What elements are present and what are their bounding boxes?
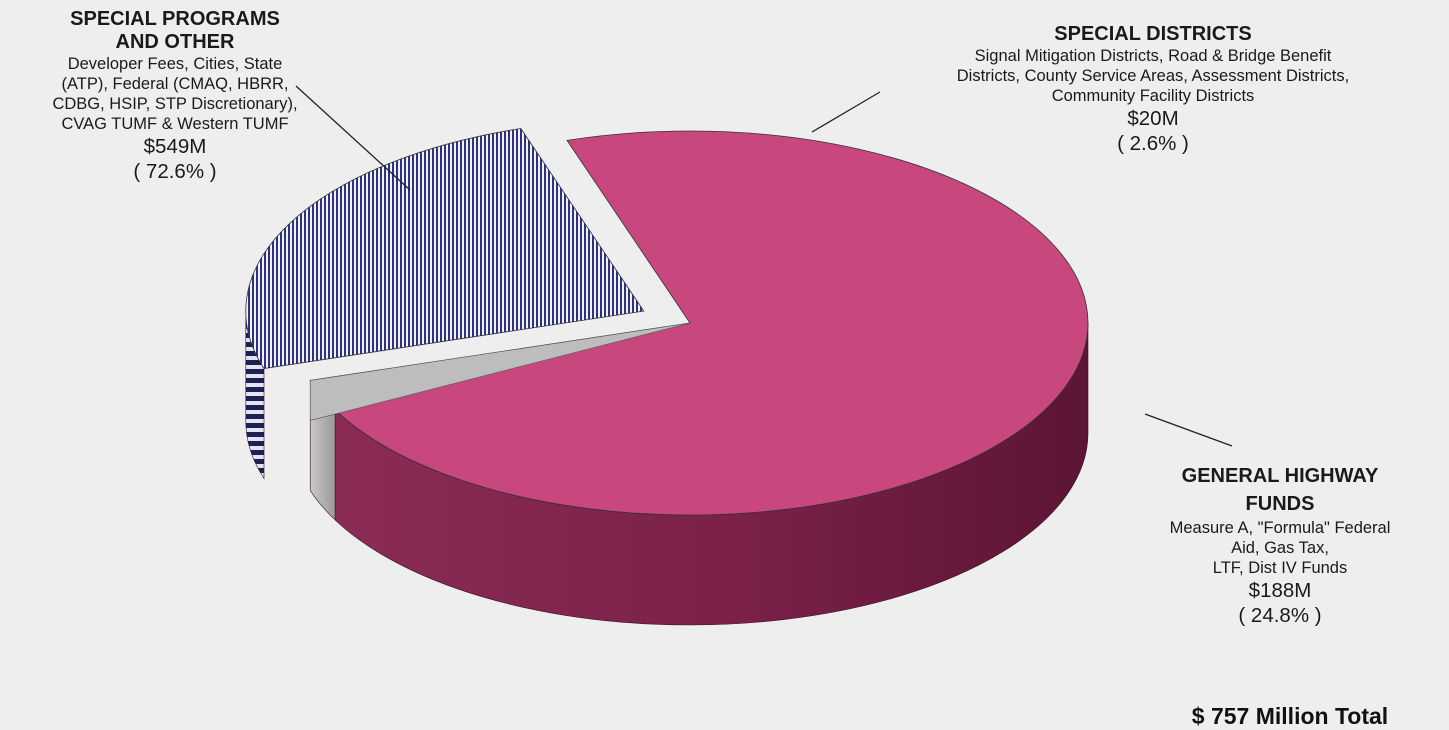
leader-line-general-highway — [1144, 413, 1233, 447]
special-programs-description: Developer Fees, Cities, State (ATP), Fed… — [52, 55, 298, 133]
leader-line-special-districts — [811, 91, 881, 133]
general-highway-amount: $188M — [1248, 579, 1312, 602]
special-districts-title: SPECIAL DISTRICTS — [1054, 23, 1252, 45]
total-label: $ 757 Million Total — [1191, 703, 1389, 729]
special-programs-title: SPECIAL PROGRAMS AND OTHER — [70, 8, 280, 53]
pie-slice-inner-wall-special-districts — [309, 322, 691, 421]
special-districts-amount: $20M — [1127, 107, 1179, 130]
label-special-programs: SPECIAL PROGRAMS AND OTHER Developer Fee… — [10, 8, 340, 184]
special-districts-description: Signal Mitigation Districts, Road & Brid… — [956, 47, 1350, 105]
label-general-highway: GENERAL HIGHWAY FUNDS Measure A, "Formul… — [1120, 462, 1440, 628]
special-programs-amount: $549M — [143, 135, 207, 158]
special-districts-percent: ( 2.6% ) — [1117, 132, 1189, 155]
pie-slice-special-programs — [334, 130, 1089, 516]
label-special-districts: SPECIAL DISTRICTS Signal Mitigation Dist… — [878, 23, 1428, 156]
leader-line-special-programs — [295, 85, 411, 191]
special-programs-percent: ( 72.6% ) — [133, 160, 217, 183]
general-highway-title: GENERAL HIGHWAY FUNDS — [1181, 465, 1379, 515]
pie-slice-general-highway — [245, 128, 645, 369]
general-highway-percent: ( 24.8% ) — [1238, 604, 1322, 627]
leader-lines — [295, 85, 1233, 447]
general-highway-description: Measure A, "Formula" Federal Aid, Gas Ta… — [1169, 519, 1391, 577]
